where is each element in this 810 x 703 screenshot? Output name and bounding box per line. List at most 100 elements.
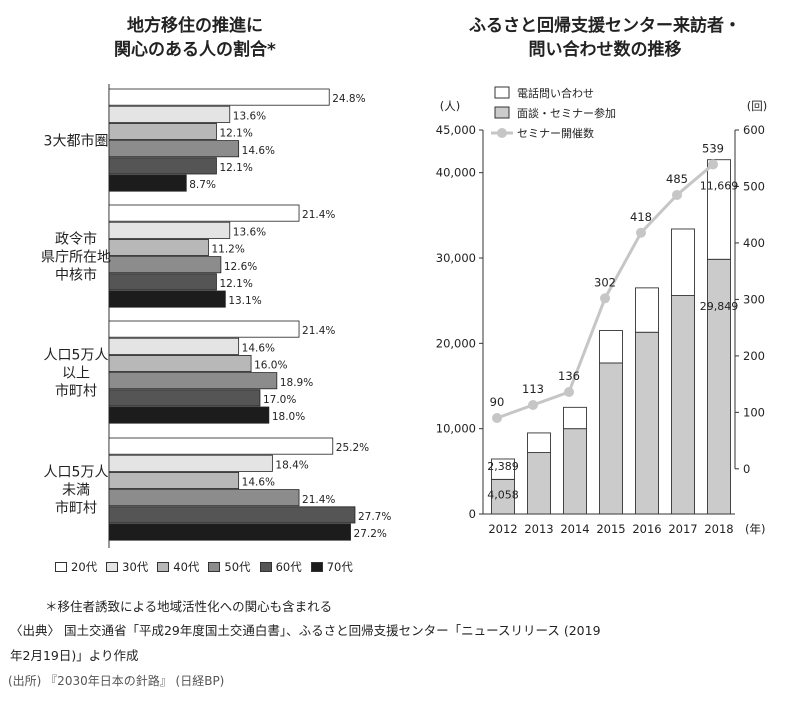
left-chart-title: 地方移住の推進に 関心のある人の割合*	[60, 14, 330, 62]
right-y-tick-label: 500	[743, 179, 765, 193]
left-bar-value-label: 14.6%	[242, 477, 275, 489]
left-legend: 20代 30代 40代 50代 60代 70代	[55, 557, 425, 576]
left-category-label: 市町村	[55, 500, 97, 517]
bar-inquiry-2016	[635, 287, 659, 333]
legend-item-20代: 20代	[55, 559, 97, 575]
bar-seminar-2015	[599, 362, 623, 515]
source-line1: 〈出典〉 国土交通省「平成29年度国土交通白書」、ふるさと回帰支援センター「ニュ…	[10, 623, 601, 638]
left-bar-value-label: 13.1%	[228, 295, 261, 307]
right-y-tick-label: 100	[743, 405, 765, 419]
legend-label-seminar: 面談・セミナー参加	[517, 106, 616, 120]
left-category-label: 以上	[62, 366, 90, 382]
right-combo-chart: (人) (回) 0 10,000 20,000 30,000 40,000 45,000 0 10…	[436, 86, 767, 536]
bar-label-2012-inquiry: 2,389	[487, 460, 519, 473]
left-bar-value-label: 12.1%	[219, 162, 252, 174]
left-bar-70代	[108, 406, 270, 424]
left-bar-30代	[108, 105, 231, 123]
left-category-label: 人口5万人	[44, 465, 109, 481]
left-bar-chart: 24.8%13.6%12.1%14.6%12.1%8.7%3大都市圏21.4%1…	[41, 84, 391, 548]
left-bar-value-label: 14.6%	[242, 145, 275, 157]
x-tick-label: 2014	[560, 522, 589, 536]
line-point-label: 539	[702, 141, 724, 155]
left-category-label: 政令市	[55, 231, 97, 248]
left-y-tick-label: 10,000	[436, 422, 476, 436]
left-bar-value-label: 13.6%	[233, 226, 266, 238]
credit: (出所) 『2030年日本の針路』 (日経BP)	[8, 674, 225, 688]
bar-seminar-2018	[707, 258, 731, 515]
left-category-label: 3大都市圏	[44, 133, 109, 150]
line-point-label: 485	[666, 172, 688, 186]
left-bar-70代	[108, 174, 187, 192]
left-y-tick-label: 30,000	[436, 251, 476, 265]
left-bar-30代	[108, 221, 231, 239]
x-tick-label: 2012	[488, 522, 517, 536]
left-bar-30代	[108, 454, 273, 472]
left-bar-value-label: 25.2%	[336, 442, 369, 454]
legend-swatch	[157, 562, 170, 572]
line-point-label: 113	[522, 382, 544, 396]
legend-swatch	[106, 562, 119, 572]
left-bar-value-label: 16.0%	[254, 360, 287, 372]
legend-swatch	[310, 562, 323, 572]
line-point-2016	[636, 227, 646, 238]
left-bar-70代	[108, 290, 226, 308]
left-bar-60代	[108, 157, 217, 175]
line-point-2015	[600, 293, 610, 304]
bar-inquiry-2014	[563, 406, 587, 430]
legend-item-40代: 40代	[157, 559, 199, 575]
legend-line-marker	[497, 128, 507, 138]
left-bar-value-label: 12.1%	[219, 128, 252, 140]
left-bar-50代	[108, 489, 300, 507]
line-point-2013	[528, 400, 538, 411]
bar-inquiry-2017	[671, 228, 695, 296]
left-bar-value-label: 17.0%	[263, 394, 296, 406]
bar-inquiry-2013	[527, 432, 551, 454]
line-point-label: 90	[490, 395, 505, 409]
legend-item-60代: 60代	[259, 559, 302, 575]
line-point-label: 418	[630, 210, 652, 224]
left-bar-60代	[108, 389, 261, 407]
right-chart-title: ふるさと回帰支援センター来訪者・ 問い合わせ数の推移	[425, 14, 785, 62]
left-y-tick-label: 45,000	[436, 123, 476, 137]
x-tick-label: 2013	[524, 522, 553, 536]
legend-item-70代: 70代	[310, 559, 353, 575]
left-bar-60代	[108, 506, 356, 524]
bar-seminar-2014	[563, 428, 587, 515]
left-bar-value-label: 14.6%	[242, 342, 275, 354]
legend-label: 40代	[173, 560, 200, 574]
left-bar-70代	[108, 523, 351, 541]
source-line2: 年2月19日)」より作成	[10, 648, 139, 663]
left-title-line2: 関心のある人の割合*	[114, 40, 276, 60]
legend-swatch-seminar	[494, 106, 510, 119]
bar-label-2018-inquiry: 11,669	[700, 180, 739, 193]
bar-seminar-2017	[671, 295, 695, 515]
left-title-line1: 地方移住の推進に	[127, 16, 263, 36]
x-tick-label: 2015	[596, 522, 625, 536]
left-bar-value-label: 21.4%	[302, 325, 335, 337]
left-bar-value-label: 18.0%	[272, 411, 305, 423]
right-y-tick-label: 0	[743, 462, 750, 476]
left-category-label: 人口5万人	[44, 348, 109, 364]
left-category-label: 中核市	[55, 267, 97, 284]
left-bar-value-label: 11.2%	[211, 244, 244, 256]
left-y-tick-label: 40,000	[436, 166, 476, 180]
left-bar-value-label: 8.7%	[189, 179, 216, 191]
x-tick-label: 2016	[632, 522, 661, 536]
left-bar-40代	[108, 354, 252, 372]
left-bar-40代	[108, 238, 209, 256]
x-tick-label: 2018	[704, 522, 733, 536]
left-bar-value-label: 27.2%	[354, 528, 387, 540]
left-bar-20代	[108, 88, 330, 106]
left-bar-value-label: 13.6%	[233, 110, 266, 122]
left-bar-20代	[108, 437, 334, 455]
bar-seminar-2016	[635, 331, 659, 515]
right-left-unit: (人)	[440, 99, 460, 113]
legend-label: 60代	[275, 560, 302, 574]
line-point-2012	[492, 413, 502, 423]
legend-label-seminar-count: セミナー開催数	[517, 126, 594, 140]
left-bar-value-label: 24.8%	[332, 93, 365, 105]
legend-label: 30代	[122, 560, 149, 574]
legend-item-30代: 30代	[106, 559, 148, 575]
right-y-tick-label: 400	[743, 236, 765, 250]
legend-swatch	[259, 562, 272, 572]
